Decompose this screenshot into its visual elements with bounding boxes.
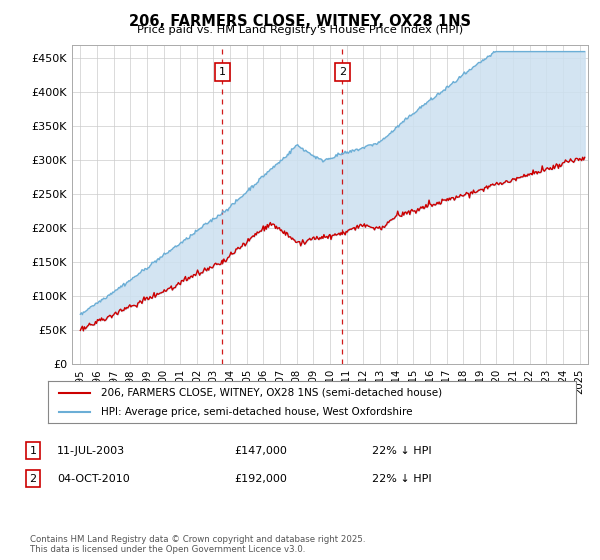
- Text: 1: 1: [219, 67, 226, 77]
- Text: 1: 1: [29, 446, 37, 456]
- Text: 04-OCT-2010: 04-OCT-2010: [57, 474, 130, 484]
- Text: 2: 2: [339, 67, 346, 77]
- Text: Contains HM Land Registry data © Crown copyright and database right 2025.
This d: Contains HM Land Registry data © Crown c…: [30, 535, 365, 554]
- Text: 2: 2: [29, 474, 37, 484]
- Text: HPI: Average price, semi-detached house, West Oxfordshire: HPI: Average price, semi-detached house,…: [101, 407, 412, 417]
- Text: £147,000: £147,000: [234, 446, 287, 456]
- Text: 22% ↓ HPI: 22% ↓ HPI: [372, 474, 431, 484]
- Text: £192,000: £192,000: [234, 474, 287, 484]
- Text: Price paid vs. HM Land Registry's House Price Index (HPI): Price paid vs. HM Land Registry's House …: [137, 25, 463, 35]
- Text: 22% ↓ HPI: 22% ↓ HPI: [372, 446, 431, 456]
- Text: 206, FARMERS CLOSE, WITNEY, OX28 1NS: 206, FARMERS CLOSE, WITNEY, OX28 1NS: [129, 14, 471, 29]
- Text: 11-JUL-2003: 11-JUL-2003: [57, 446, 125, 456]
- Text: 206, FARMERS CLOSE, WITNEY, OX28 1NS (semi-detached house): 206, FARMERS CLOSE, WITNEY, OX28 1NS (se…: [101, 388, 442, 398]
